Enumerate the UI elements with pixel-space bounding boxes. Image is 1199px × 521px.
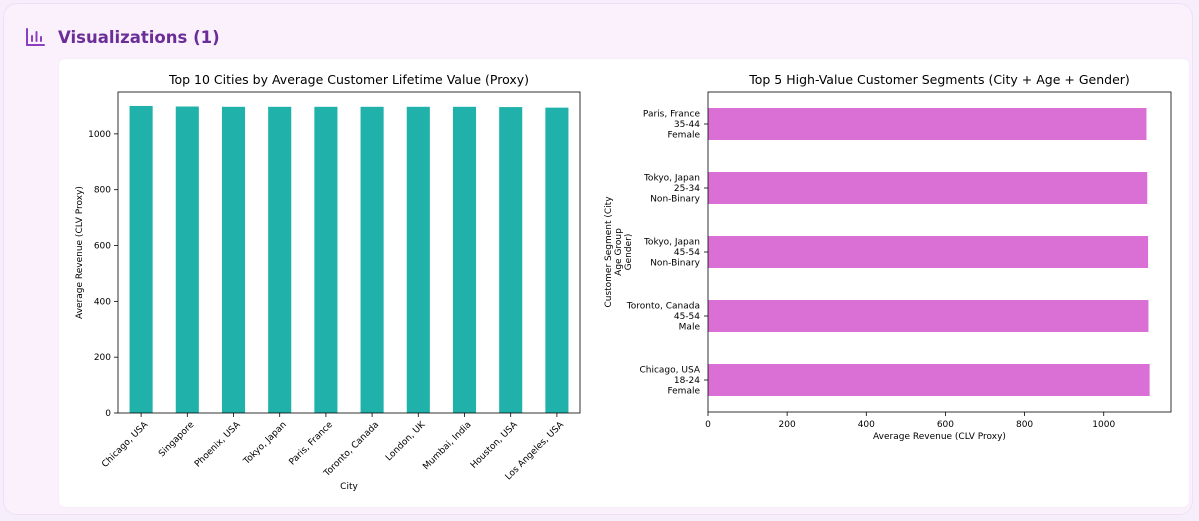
y-tick-label-line: 25-34 (674, 184, 700, 194)
y-tick-label-line: 45-54 (674, 248, 700, 258)
bar (314, 106, 338, 413)
bar (708, 364, 1150, 396)
y-tick-label: Tokyo, Japan 25-34 Non-Binary (643, 174, 701, 205)
y-axis-label-line: Gender) (624, 234, 634, 271)
y-tick-label-line: 45-54 (674, 312, 700, 322)
x-tick-label: 0 (705, 420, 711, 430)
y-tick-label-line: Paris, France (643, 110, 701, 120)
bar (129, 105, 153, 414)
x-tick-label: 800 (1016, 420, 1033, 430)
x-tick-label: Paris, France (288, 420, 336, 468)
y-tick-label-line: Tokyo, Japan (643, 238, 700, 248)
bar (175, 106, 199, 414)
x-tick-label: Mumbai, India (421, 420, 473, 472)
charts-figure: Top 10 Cities by Average Customer Lifeti… (75, 72, 1172, 492)
bar (268, 106, 292, 413)
y-tick-label-line: Toronto, Canada (626, 302, 700, 312)
y-axis-label: Average Revenue (CLV Proxy) (75, 186, 85, 319)
bar (708, 300, 1149, 332)
bar (221, 106, 246, 413)
y-tick-label-line: Non-Binary (650, 195, 700, 205)
y-tick-label: Toronto, Canada 45-54 Male (626, 302, 701, 333)
bar (708, 108, 1147, 140)
y-tick-label: 0 (105, 409, 111, 419)
bar (708, 236, 1149, 268)
y-tick-label: Paris, France 35-44 Female (643, 110, 701, 141)
visualizations-panel: Visualizations (1) Top 10 Cities by Aver… (3, 3, 1193, 515)
y-tick-label-line: Male (679, 323, 701, 333)
x-tick-label: Tokyo, Japan (241, 420, 288, 467)
bar (360, 106, 384, 413)
chart-card: Top 10 Cities by Average Customer Lifeti… (59, 59, 1189, 507)
segments-clv-chart: Top 5 High-Value Customer Segments (City… (604, 72, 1172, 442)
x-tick-label: Phoenix, USA (193, 419, 243, 469)
y-tick-label: Chicago, USA 18-24 Female (639, 366, 700, 397)
city-clv-chart: Top 10 Cities by Average Customer Lifeti… (75, 72, 581, 492)
y-tick-label: Tokyo, Japan 45-54 Non-Binary (643, 238, 701, 269)
y-tick-label-line: 35-44 (674, 120, 700, 130)
y-axis-label-line: Customer Segment (City (604, 196, 614, 308)
bar (452, 106, 477, 413)
section-header: Visualizations (1) (24, 26, 220, 48)
y-tick-label-line: Female (667, 131, 700, 141)
plot-frame (117, 91, 581, 414)
bar-chart-icon (26, 28, 45, 46)
y-tick-label-line: 18-24 (674, 376, 700, 386)
x-tick-label: 1000 (1092, 420, 1115, 430)
x-tick-label: Houston, USA (469, 419, 520, 470)
bar (499, 107, 523, 413)
x-tick-label: 200 (779, 420, 796, 430)
y-tick-label-line: Chicago, USA (639, 366, 700, 376)
bar (545, 107, 569, 414)
bar (708, 172, 1148, 204)
y-tick-label: 600 (94, 242, 111, 252)
section-title: Visualizations (1) (58, 27, 220, 47)
plot-frame (707, 91, 1172, 413)
y-tick-label: 1000 (88, 130, 111, 140)
y-axis-label: Customer Segment (CityAge GroupGender) (604, 196, 634, 308)
chart-title: Top 5 High-Value Customer Segments (City… (748, 72, 1130, 87)
x-tick-label: Chicago, USA (100, 419, 150, 469)
x-axis-label: Average Revenue (CLV Proxy) (873, 432, 1006, 442)
bar (406, 106, 430, 413)
y-axis-label-line: Age Group (614, 228, 624, 276)
y-tick-label-line: Tokyo, Japan (643, 174, 700, 184)
y-tick-label-line: Female (667, 387, 700, 397)
y-tick-label: 200 (94, 353, 111, 363)
chart-title: Top 10 Cities by Average Customer Lifeti… (168, 72, 529, 87)
x-axis-label: City (340, 482, 358, 492)
y-tick-label: 800 (94, 186, 111, 196)
x-tick-label: 400 (858, 420, 875, 430)
y-tick-label-line: Non-Binary (650, 259, 700, 269)
x-tick-label: London, UK (384, 419, 428, 463)
y-tick-label: 400 (94, 297, 111, 307)
x-tick-label: 600 (937, 420, 954, 430)
x-tick-label: Singapore (157, 420, 197, 460)
